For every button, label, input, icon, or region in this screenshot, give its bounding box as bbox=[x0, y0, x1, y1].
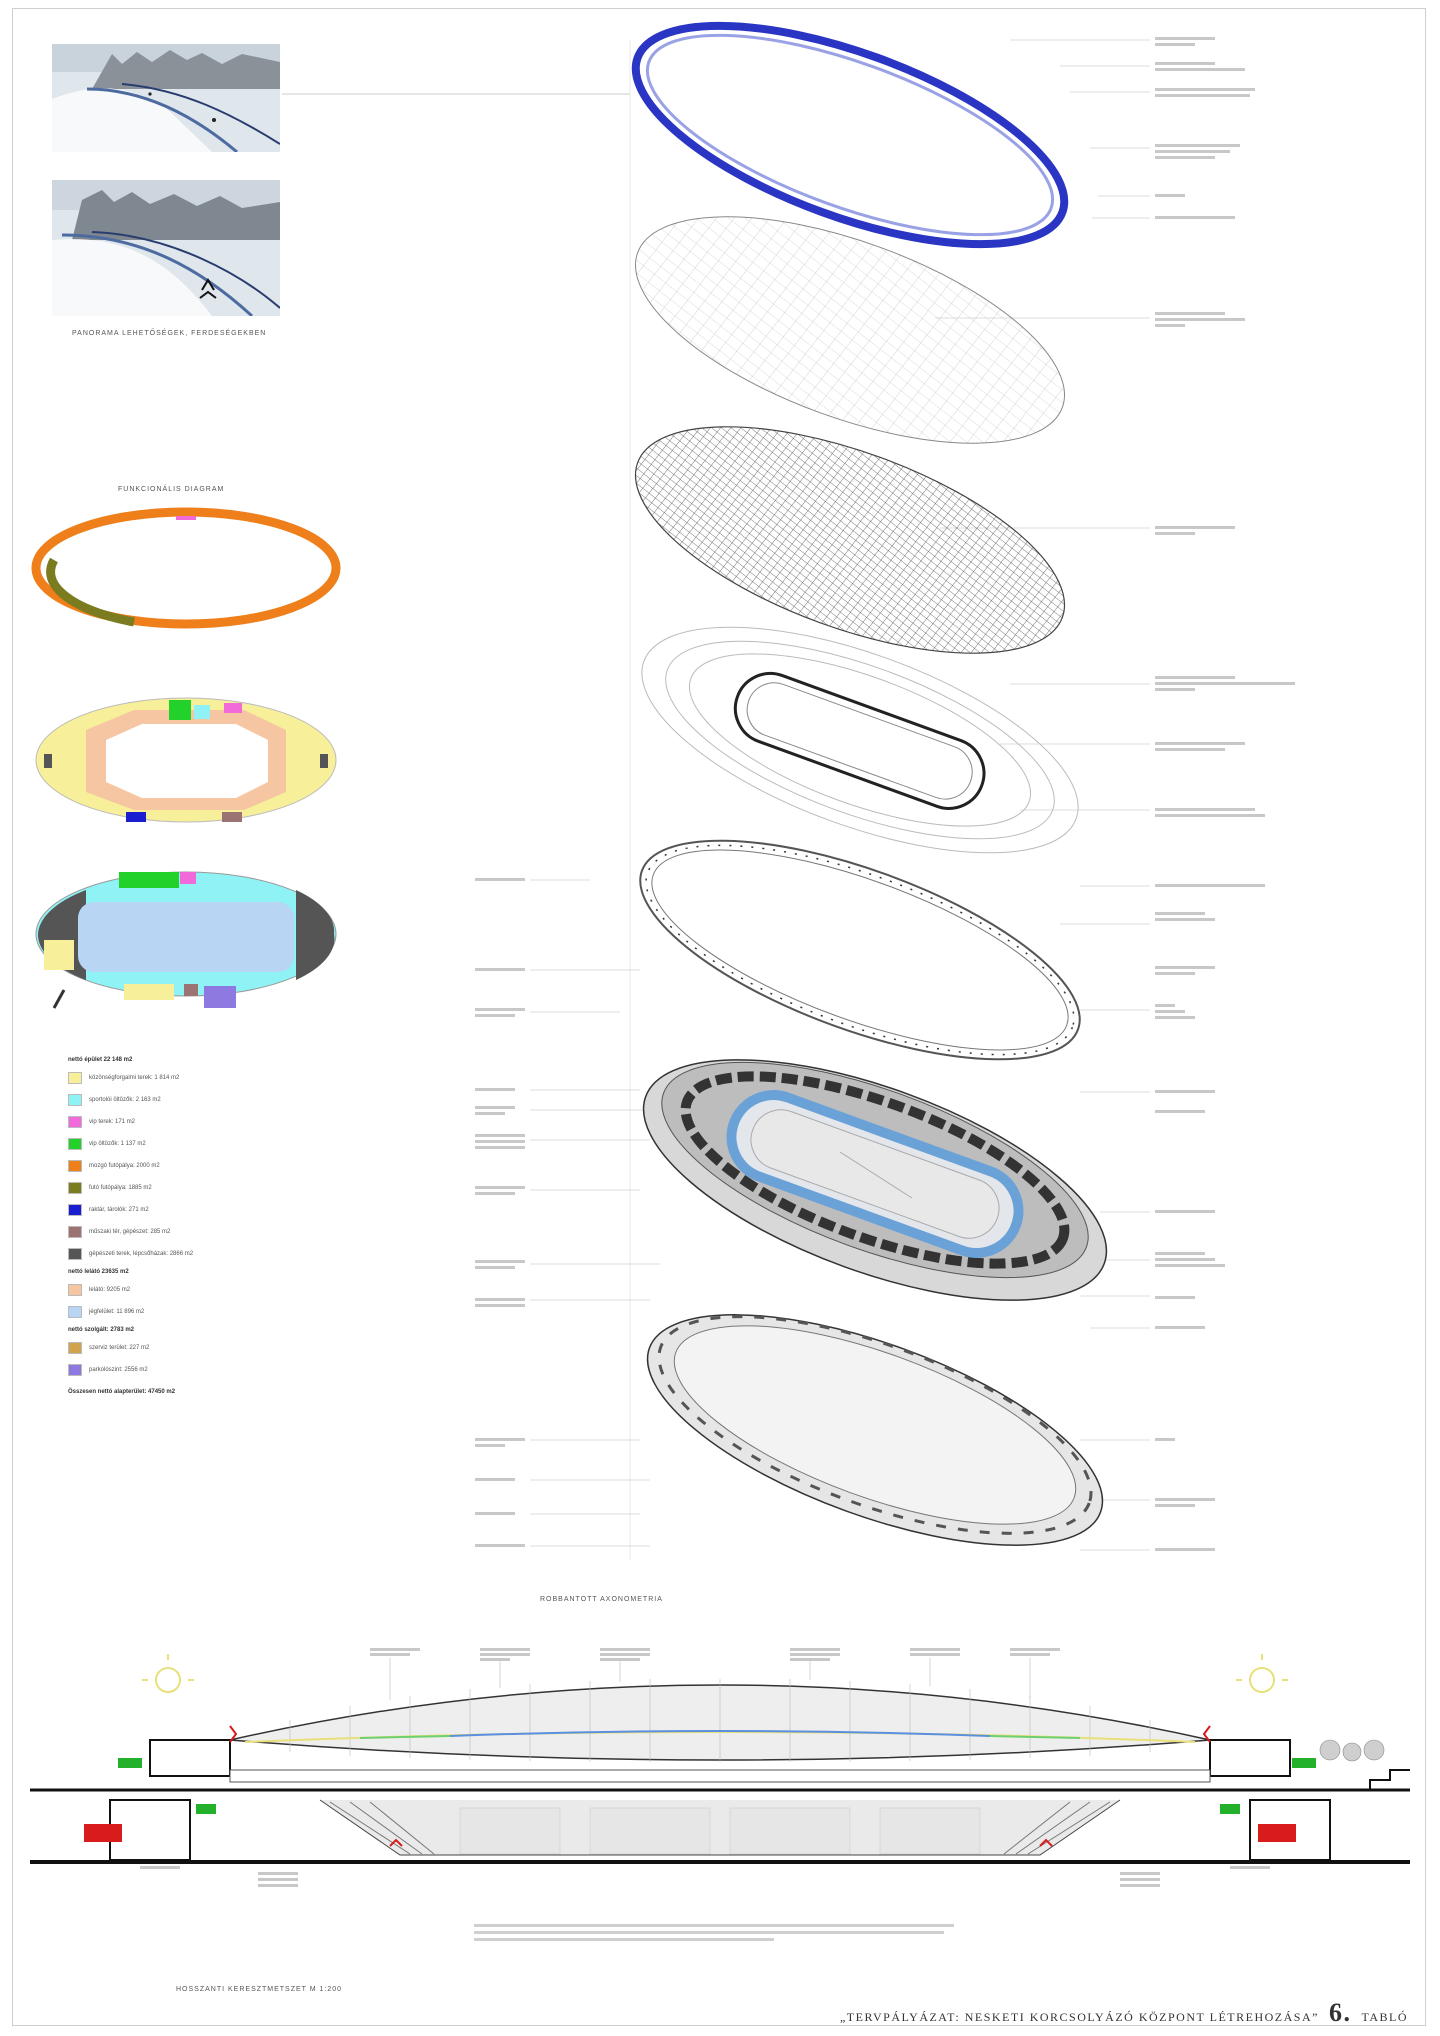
footer-project-title: „TERVPÁLYÁZAT: NESKETI KORCSOLYÁZÓ KÖZPO… bbox=[839, 2010, 1319, 2024]
section-note bbox=[474, 1922, 964, 1949]
legend-swatch bbox=[68, 1072, 82, 1084]
legend-group3-title: nettó szolgált: 2783 m2 bbox=[68, 1327, 135, 1333]
legend-label: lelátó: 9205 m2 bbox=[89, 1287, 131, 1293]
legend-total: Összesen nettó alapterület: 47450 m2 bbox=[68, 1389, 176, 1395]
legend-label: futó futópálya: 1885 m2 bbox=[89, 1185, 152, 1191]
legend-swatch bbox=[68, 1342, 82, 1354]
legend-label: sportolói öltözők: 2 163 m2 bbox=[89, 1097, 161, 1103]
photos-caption: Panorama lehetőségek, ferdeségekben bbox=[72, 330, 267, 337]
base-layer bbox=[646, 1314, 1104, 1546]
stadium-layer bbox=[642, 1059, 1108, 1301]
legend-label: mozgó futópálya: 2000 m2 bbox=[89, 1163, 160, 1169]
legend-label: raktár, tárolók: 271 m2 bbox=[89, 1207, 149, 1213]
legend-label: parkolószint: 2556 m2 bbox=[89, 1367, 148, 1373]
footer-sheet-number: 6. bbox=[1328, 1998, 1352, 2027]
legend-group1-title: nettó épület 22 148 m2 bbox=[68, 1057, 133, 1063]
legend-item: vip terek: 171 m2 bbox=[68, 1111, 308, 1133]
legend-label: jégfelület: 11 896 m2 bbox=[89, 1309, 145, 1315]
footer-title: „TERVPÁLYÁZAT: NESKETI KORCSOLYÁZÓ KÖZPO… bbox=[840, 1998, 1408, 2028]
section-caption: Hosszanti keresztmetszet M 1:200 bbox=[176, 1986, 343, 1993]
legend-swatch bbox=[68, 1306, 82, 1318]
legend-swatch bbox=[68, 1364, 82, 1376]
diagram-title: Funkcionális diagram bbox=[118, 486, 225, 493]
legend-label: vip terek: 171 m2 bbox=[89, 1119, 136, 1125]
legend-item: műszaki tér, gépészet: 285 m2 bbox=[68, 1221, 308, 1243]
legend-label: gépészeti terek, lépcsőházak: 2866 m2 bbox=[89, 1251, 194, 1257]
legend-swatch bbox=[68, 1248, 82, 1260]
legend-swatch bbox=[68, 1226, 82, 1238]
legend-item: mozgó futópálya: 2000 m2 bbox=[68, 1155, 308, 1177]
legend-swatch bbox=[68, 1182, 82, 1194]
legend-item: szerviz terület: 227 m2 bbox=[68, 1337, 308, 1359]
legend-item: raktár, tárolók: 271 m2 bbox=[68, 1199, 308, 1221]
legend-swatch bbox=[68, 1284, 82, 1296]
roof-ring-layer bbox=[631, 21, 1069, 249]
legend-label: közönségforgalmi terek: 1 814 m2 bbox=[89, 1075, 180, 1081]
longitudinal-section bbox=[30, 1648, 1410, 1887]
legend-item: sportolói öltözők: 2 163 m2 bbox=[68, 1089, 308, 1111]
exploded-caption: Robbantott axonometria bbox=[540, 1596, 663, 1603]
legend-item: lelátó: 9205 m2 bbox=[68, 1279, 308, 1301]
sheet-frame bbox=[12, 8, 1426, 2026]
legend-group2-title: nettó lelátó 23635 m2 bbox=[68, 1269, 129, 1275]
legend: nettó épület 22 148 m2 közönségforgalmi … bbox=[68, 1053, 308, 1395]
legend-item: vip öltözők: 1 137 m2 bbox=[68, 1133, 308, 1155]
panorama-photo-2 bbox=[52, 180, 280, 316]
footer-sheet-suffix: TABLÓ bbox=[1361, 2010, 1408, 2024]
legend-item: parkolószint: 2556 m2 bbox=[68, 1359, 308, 1381]
legend-swatch bbox=[68, 1094, 82, 1106]
legend-swatch bbox=[68, 1160, 82, 1172]
legend-swatch bbox=[68, 1204, 82, 1216]
legend-swatch bbox=[68, 1138, 82, 1150]
legend-item: gépészeti terek, lépcsőházak: 2866 m2 bbox=[68, 1243, 308, 1265]
functional-diagram bbox=[31, 507, 341, 1009]
legend-swatch bbox=[68, 1116, 82, 1128]
legend-label: vip öltözők: 1 137 m2 bbox=[89, 1141, 146, 1147]
panorama-photo-1 bbox=[52, 44, 280, 152]
legend-label: szerviz terület: 227 m2 bbox=[89, 1345, 150, 1351]
legend-item: közönségforgalmi terek: 1 814 m2 bbox=[68, 1067, 308, 1089]
legend-item: jégfelület: 11 896 m2 bbox=[68, 1301, 308, 1323]
exploded-axonometry bbox=[631, 21, 1108, 1546]
legend-label: műszaki tér, gépészet: 285 m2 bbox=[89, 1229, 171, 1235]
legend-item: futó futópálya: 1885 m2 bbox=[68, 1177, 308, 1199]
